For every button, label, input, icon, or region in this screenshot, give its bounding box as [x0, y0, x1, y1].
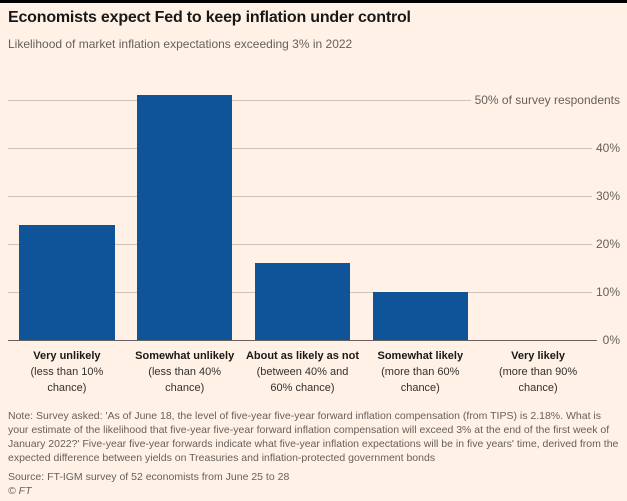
chart-title: Economists expect Fed to keep inflation … [8, 9, 411, 26]
y-axis-tick-label: 10% [591, 285, 620, 299]
gridline [8, 100, 597, 101]
chart-source: Source: FT-IGM survey of 52 economists f… [8, 471, 290, 483]
category-label: Very unlikely [33, 350, 101, 362]
y-axis-tick-label: 30% [591, 189, 620, 203]
category-label: Somewhat likely [377, 350, 464, 362]
category-sublabel: (more than 90% chance) [498, 365, 578, 394]
y-axis-tick-label: 40% [591, 141, 620, 155]
category-sublabel: (more than 60% chance) [381, 365, 460, 394]
chart-subtitle: Likelihood of market inflation expectati… [8, 37, 353, 51]
bar-very-unlikely [19, 224, 115, 340]
y-axis-tick-label: 20% [591, 237, 620, 251]
category-somewhat-unlikely: Somewhat unlikely (less than 40% chance) [126, 349, 244, 397]
gridline [8, 148, 597, 149]
bar-slot [126, 95, 244, 340]
category-label: Somewhat unlikely [135, 350, 235, 362]
category-about-as-likely-as-not: About as likely as not (between 40% and … [244, 349, 362, 397]
y-axis-tick-label: 50% of survey respondents [470, 93, 620, 107]
category-sublabel: (less than 40% chance) [148, 365, 222, 394]
bar-slot [361, 100, 479, 340]
category-very-unlikely: Very unlikely (less than 10% chance) [8, 349, 126, 397]
bar-somewhat-likely [372, 292, 468, 340]
chart-note: Note: Survey asked: 'As of June 18, the … [8, 410, 619, 464]
bar-slot [8, 100, 126, 340]
bar-slot [244, 100, 362, 340]
category-sublabel: (less than 10% chance) [30, 365, 104, 394]
gridline [8, 244, 597, 245]
category-very-likely: Very likely (more than 90% chance) [479, 349, 597, 397]
gridline [8, 196, 597, 197]
x-axis-category-labels: Very unlikely (less than 10% chance) Som… [8, 349, 597, 397]
category-label: Very likely [511, 350, 565, 362]
bar-series [8, 95, 597, 340]
x-axis-baseline [8, 340, 597, 341]
bar-somewhat-unlikely [136, 95, 233, 340]
ft-copyright: © FT [8, 485, 32, 497]
category-sublabel: (between 40% and 60% chance) [256, 365, 349, 394]
bar-slot [479, 100, 597, 340]
category-label: About as likely as not [245, 350, 360, 362]
top-rule [0, 0, 627, 3]
category-somewhat-likely: Somewhat likely (more than 60% chance) [361, 349, 479, 397]
plot-area [8, 95, 597, 341]
bar-about-as-likely-as-not [254, 263, 351, 340]
y-axis-tick-label: 0% [598, 333, 620, 347]
